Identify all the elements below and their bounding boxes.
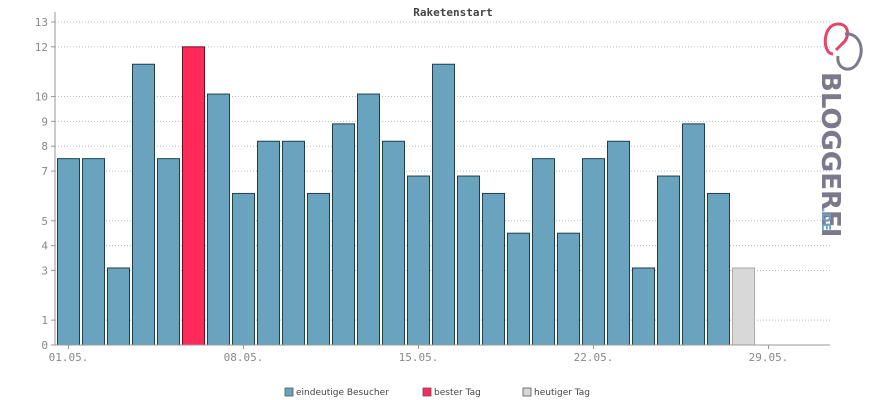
bar <box>482 192 505 346</box>
bars <box>57 46 755 346</box>
y-tick-label: 1 <box>41 314 48 327</box>
y-tick-label: 5 <box>41 215 48 228</box>
x-tick-label: 08.05. <box>224 351 264 364</box>
logo-suffix: .DE <box>819 208 833 231</box>
bar <box>282 140 305 346</box>
bar-today <box>732 267 755 346</box>
legend: eindeutige Besucher bester Tag heutiger Ta… <box>284 387 590 398</box>
bar <box>432 63 455 346</box>
bar <box>607 140 630 346</box>
bar <box>307 192 330 346</box>
legend-swatch <box>422 387 432 397</box>
x-tick-label: 22.05. <box>574 351 614 364</box>
legend-swatch <box>522 387 532 397</box>
x-tick-label: 01.05. <box>49 351 89 364</box>
legend-label: heutiger Tag <box>534 388 590 398</box>
bar <box>157 158 180 346</box>
bar <box>257 140 280 346</box>
y-tick-label: 7 <box>41 165 48 178</box>
legend-swatch <box>284 387 294 397</box>
y-tick-label: 4 <box>41 240 48 253</box>
bar <box>657 175 680 346</box>
bar <box>57 158 80 346</box>
x-axis: 01.05. 08.05. 15.05. 22.05. 29.05. <box>49 344 830 364</box>
bloggerei-logo: BLOGGEREI .DE <box>815 22 863 237</box>
bar <box>582 158 605 346</box>
bar <box>357 93 380 346</box>
y-tick-label: 13 <box>35 16 48 29</box>
y-tick-label: 8 <box>41 140 48 153</box>
chart-title: Raketenstart <box>413 6 492 19</box>
y-tick-label: 10 <box>35 91 48 104</box>
bar <box>332 123 355 346</box>
y-tick-label: 12 <box>35 41 48 54</box>
logo-text: BLOGGEREI <box>815 72 845 237</box>
bar <box>407 175 430 346</box>
bar <box>207 93 230 346</box>
bar <box>457 175 480 346</box>
bar <box>382 140 405 346</box>
bar <box>682 123 705 346</box>
y-tick-label: 9 <box>41 115 48 128</box>
bar <box>232 192 255 346</box>
y-tick-label: 0 <box>41 339 48 352</box>
bar <box>132 63 155 346</box>
bar <box>707 192 730 346</box>
bar <box>507 232 530 346</box>
logo-mark-icon <box>823 22 863 71</box>
x-tick-label: 29.05. <box>749 351 789 364</box>
bar <box>82 158 105 346</box>
bar <box>557 232 580 346</box>
bar-best-day <box>182 46 205 346</box>
legend-label: eindeutige Besucher <box>296 388 389 398</box>
bar <box>532 158 555 346</box>
bar <box>632 267 655 346</box>
x-tick-label: 15.05. <box>399 351 439 364</box>
legend-label: bester Tag <box>434 388 481 398</box>
bar <box>107 267 130 346</box>
y-tick-label: 3 <box>41 264 48 277</box>
